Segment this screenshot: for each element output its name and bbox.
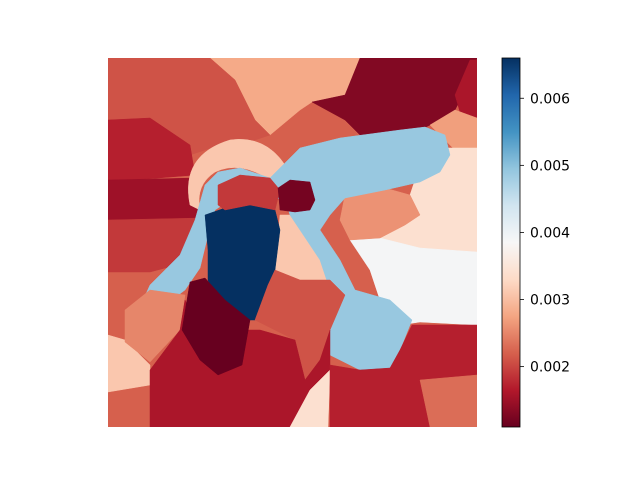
segmentation-heatmap (108, 58, 477, 427)
colorbar-tick-label: 0.003 (530, 293, 570, 309)
segment-orange-mid (339, 187, 421, 241)
segment-left-upper (108, 117, 196, 183)
colorbar-ticks: 0.002 0.003 0.004 0.005 0.006 (520, 91, 570, 376)
segment-right-upper-orange (429, 109, 477, 151)
colorbar: 0.002 0.003 0.004 0.005 0.006 (501, 57, 570, 428)
colorbar-gradient (501, 57, 521, 428)
segment-left-middle (108, 177, 201, 223)
segment-dark-notch (277, 179, 316, 213)
segment-red-notch (217, 174, 281, 211)
segment-bottom-dark (181, 277, 251, 376)
colorbar-tick-label: 0.002 (530, 360, 570, 376)
colorbar-tick-label: 0.005 (530, 158, 570, 174)
colorbar-tick-label: 0.004 (530, 225, 570, 241)
colorbar-tick-label: 0.006 (530, 91, 570, 107)
segment-bottom-right-orange (419, 374, 477, 427)
segment-right-light (349, 237, 477, 326)
